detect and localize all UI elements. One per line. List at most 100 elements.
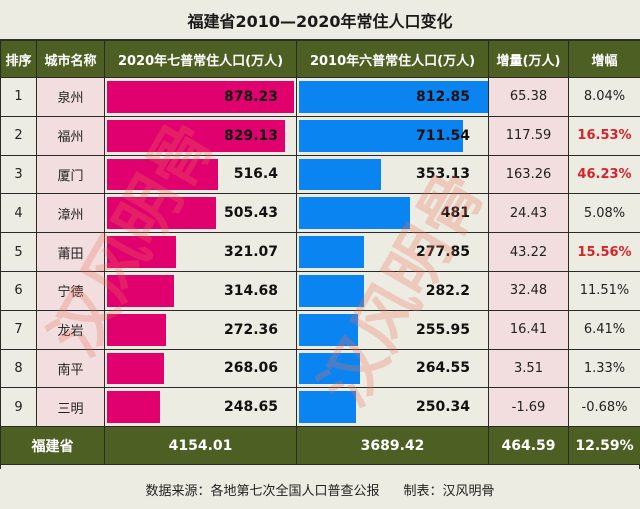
pop2010-cell: 711.54: [296, 115, 489, 156]
pop2020-cell: 829.13: [104, 115, 297, 156]
increase-cell: 3.51: [488, 348, 569, 389]
total-increase: 464.59: [488, 426, 569, 466]
city-cell: 福州: [36, 115, 105, 156]
growth-cell: 8.04%: [568, 77, 640, 117]
pop2020-bar: [107, 119, 285, 152]
pop2020-cell: 321.07: [104, 232, 297, 272]
pop2010-bar: [299, 197, 410, 230]
pop2010-value: 277.85: [415, 244, 470, 261]
increase-cell: 163.26: [488, 154, 569, 195]
header-city: 城市名称: [36, 40, 105, 78]
pop2020-value: 314.68: [223, 282, 278, 299]
pop2020-cell: 505.43: [104, 193, 297, 234]
rank-cell: 7: [0, 309, 37, 350]
city-cell: 厦门: [36, 154, 105, 195]
growth-cell: 11.51%: [568, 270, 640, 311]
pop2010-value: 264.55: [415, 360, 470, 377]
growth-cell: 1.33%: [568, 348, 640, 389]
population-table: 排序 城市名称 2020年七普常住人口(万人) 2010年六普常住人口(万人) …: [0, 40, 640, 466]
pop2010-bar: [299, 236, 364, 268]
total-row: 福建省 4154.01 3689.42 464.59 12.59%: [0, 426, 640, 466]
total-pop2010: 3689.42: [296, 426, 489, 466]
pop2010-cell: 264.55: [296, 348, 489, 389]
pop2010-value: 282.2: [425, 282, 470, 299]
pop2020-cell: 268.06: [104, 348, 297, 389]
pop2010-cell: 282.2: [296, 270, 489, 311]
pop2020-cell: 516.4: [104, 154, 297, 195]
city-cell: 泉州: [36, 77, 105, 117]
pop2010-cell: 277.85: [296, 232, 489, 272]
header-increase: 增量(万人): [488, 40, 569, 78]
growth-cell: 46.23%: [568, 154, 640, 195]
increase-cell: 16.41: [488, 309, 569, 350]
pop2020-cell: 878.23: [104, 77, 297, 117]
total-growth: 12.59%: [568, 426, 640, 466]
pop2010-bar: [299, 119, 464, 152]
table-row: 3 厦门 516.4 353.13 163.26 46.23%: [0, 154, 640, 195]
pop2020-value: 272.36: [223, 321, 278, 338]
table-row: 6 宁德 314.68 282.2 32.48 11.51%: [0, 270, 640, 311]
pop2020-value: 248.65: [223, 399, 278, 416]
pop2020-bar: [107, 352, 165, 385]
rank-cell: 6: [0, 270, 37, 311]
pop2020-value: 321.07: [223, 244, 278, 261]
pop2020-bar: [107, 197, 216, 230]
increase-cell: 43.22: [488, 232, 569, 272]
header-pop2010: 2010年六普常住人口(万人): [296, 40, 489, 78]
increase-cell: -1.69: [488, 387, 569, 428]
pop2010-cell: 353.13: [296, 154, 489, 195]
pop2010-bar: [299, 81, 488, 113]
pop2020-bar: [107, 391, 161, 424]
pop2010-bar: [299, 352, 361, 385]
pop2010-value: 250.34: [415, 399, 470, 416]
growth-cell: 6.41%: [568, 309, 640, 350]
pop2010-value: 711.54: [415, 127, 470, 144]
increase-cell: 65.38: [488, 77, 569, 117]
growth-cell: -0.68%: [568, 387, 640, 428]
pop2020-cell: 248.65: [104, 387, 297, 428]
pop2020-value: 878.23: [223, 88, 278, 105]
pop2020-value: 829.13: [223, 127, 278, 144]
rank-cell: 8: [0, 348, 37, 389]
total-label: 福建省: [0, 426, 105, 466]
total-pop2020: 4154.01: [104, 426, 297, 466]
city-cell: 南平: [36, 348, 105, 389]
pop2020-value: 268.06: [223, 360, 278, 377]
rank-cell: 1: [0, 77, 37, 117]
pop2010-cell: 812.85: [296, 77, 489, 117]
header-row: 排序 城市名称 2020年七普常住人口(万人) 2010年六普常住人口(万人) …: [0, 40, 640, 78]
table-row: 8 南平 268.06 264.55 3.51 1.33%: [0, 348, 640, 389]
growth-cell: 5.08%: [568, 193, 640, 234]
header-pop2020: 2020年七普常住人口(万人): [104, 40, 297, 78]
pop2010-value: 481: [440, 205, 470, 222]
city-cell: 龙岩: [36, 309, 105, 350]
pop2010-cell: 255.95: [296, 309, 489, 350]
pop2020-bar: [107, 236, 176, 268]
header-growth: 增幅: [568, 40, 640, 78]
pop2010-bar: [299, 274, 364, 307]
source-footer: 数据来源：各地第七次全国人口普查公报 制表：汉风明骨: [0, 469, 640, 509]
increase-cell: 24.43: [488, 193, 569, 234]
rank-cell: 3: [0, 154, 37, 195]
rank-cell: 2: [0, 115, 37, 156]
pop2010-value: 353.13: [415, 166, 470, 183]
increase-cell: 32.48: [488, 270, 569, 311]
table-row: 5 莆田 321.07 277.85 43.22 15.56%: [0, 232, 640, 272]
pop2020-bar: [107, 274, 174, 307]
pop2010-cell: 481: [296, 193, 489, 234]
table-row: 7 龙岩 272.36 255.95 16.41 6.41%: [0, 309, 640, 350]
chart-title: 福建省2010—2020年常住人口变化: [0, 0, 640, 40]
pop2020-value: 516.4: [233, 166, 278, 183]
table-row: 9 三明 248.65 250.34 -1.69 -0.68%: [0, 387, 640, 428]
pop2020-cell: 314.68: [104, 270, 297, 311]
pop2020-bar: [107, 313, 167, 346]
city-cell: 漳州: [36, 193, 105, 234]
pop2010-bar: [299, 158, 382, 191]
growth-cell: 16.53%: [568, 115, 640, 156]
rank-cell: 9: [0, 387, 37, 428]
pop2010-value: 255.95: [415, 321, 470, 338]
header-rank: 排序: [0, 40, 37, 78]
pop2010-bar: [299, 391, 357, 424]
city-cell: 宁德: [36, 270, 105, 311]
rank-cell: 4: [0, 193, 37, 234]
